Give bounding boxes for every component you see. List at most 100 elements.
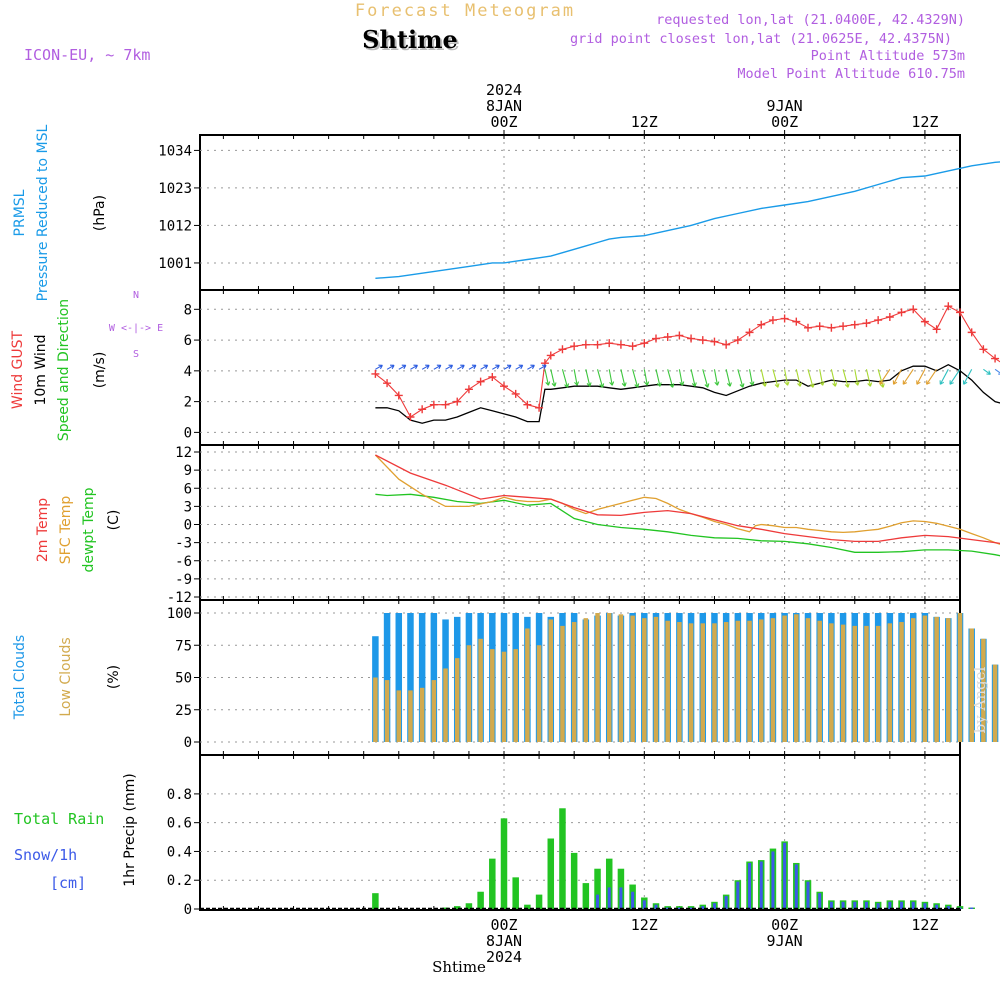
gust-point	[581, 340, 590, 349]
low-cloud-bar	[735, 620, 741, 742]
wind-arrow-head	[621, 382, 627, 387]
wind-arrow	[398, 364, 407, 370]
bottom-time-label: 2024	[486, 948, 522, 966]
snow-bar	[596, 894, 600, 909]
gust-point	[862, 319, 871, 328]
wind-arrow-head	[809, 383, 815, 388]
wind-arrow-head	[762, 382, 767, 387]
wind-arrow-head	[599, 383, 605, 388]
pressure-unit-label: (hPa)	[92, 195, 108, 231]
wind-arrow-head	[436, 364, 442, 370]
gust-point	[546, 351, 555, 360]
low-cloud-bar	[992, 664, 998, 742]
grid-point-coords: grid point closest lon,lat (21.0625E, 42…	[570, 31, 952, 47]
snow-bar	[654, 904, 658, 909]
snow-bar	[946, 906, 950, 909]
low-cloud-bar	[501, 651, 507, 742]
rain-bar	[512, 877, 519, 909]
low-cloud-bar	[642, 618, 647, 742]
total-cloud-bar	[407, 613, 414, 742]
low-cloud-bar	[758, 619, 764, 742]
low-cloud-bar	[922, 615, 928, 742]
low-cloud-bar	[408, 690, 413, 742]
rain-bar	[453, 906, 461, 909]
dewpt-line	[375, 493, 1000, 557]
gust-point	[722, 340, 731, 349]
wind-arrow-head	[413, 364, 418, 370]
total-rain-label: Total Rain	[14, 810, 104, 828]
wind-arrow-head	[460, 364, 465, 370]
gust-point	[418, 405, 427, 414]
wind-arrow-head	[879, 383, 885, 388]
wind-arrow-head	[495, 364, 500, 370]
low-cloud-bar	[875, 625, 881, 742]
gust-point	[523, 400, 532, 409]
rain-bar	[489, 858, 496, 909]
wind-arrow-head	[749, 381, 755, 386]
sfc-temp-line	[374, 454, 1000, 545]
low-cloud-bar	[770, 618, 776, 742]
low-cloud-bar	[396, 690, 402, 742]
wind-arrow	[926, 369, 938, 385]
y-tick-label: 0.4	[167, 844, 192, 860]
gust-point	[850, 320, 859, 329]
snow-bar	[736, 881, 740, 909]
wind-arrow-head	[939, 380, 945, 385]
wind-arrow-head	[844, 383, 850, 388]
y-tick-label: -9	[175, 572, 192, 588]
wind-frame	[199, 289, 961, 446]
gust-point	[464, 385, 473, 394]
wind-arrow-head	[739, 383, 745, 388]
wind-arrow	[963, 369, 973, 385]
temp-unit-label: (C)	[106, 510, 122, 531]
low-cloud-bar	[852, 625, 858, 742]
y-tick-label: 75	[175, 638, 192, 654]
low-cloud-bar	[794, 614, 799, 742]
total-cloud-bar	[418, 613, 426, 742]
wind-arrow	[608, 369, 613, 386]
wind-arrow-head	[545, 381, 551, 386]
rain-bar	[465, 903, 473, 909]
bottom-time-label: 12Z	[631, 916, 658, 934]
gust-point	[570, 342, 579, 351]
wind-arrow	[854, 369, 859, 386]
low-cloud-bar	[723, 622, 729, 742]
low-cloud-bar	[560, 625, 565, 742]
total-clouds-label: Total Clouds	[12, 635, 28, 720]
low-cloud-bar	[443, 668, 448, 742]
bottom-time-label: 00Z	[490, 916, 517, 934]
wind-arrow-head	[425, 364, 430, 370]
gust-point	[909, 305, 918, 314]
rain-bar	[547, 838, 555, 909]
wind-arrow	[877, 369, 884, 388]
rain-bar	[605, 858, 613, 909]
gust-point	[640, 339, 649, 348]
gust-point	[687, 334, 696, 343]
wind-arrow-head	[892, 380, 898, 385]
snow-unit-label: [cm]	[50, 874, 86, 892]
wind-arrow	[760, 369, 766, 387]
gust-point	[535, 403, 544, 412]
compass-north: N	[133, 290, 139, 301]
wind-arrow-head	[564, 383, 570, 388]
wind-arrow-head	[879, 380, 884, 385]
gust-point	[710, 337, 719, 346]
snow-bar	[759, 861, 763, 909]
gust-point	[944, 302, 953, 311]
point-altitude: Point Altitude 573m	[811, 48, 965, 64]
prmsl-line	[375, 161, 1000, 279]
gust-point	[406, 413, 415, 421]
gust-point	[652, 334, 660, 343]
y-tick-label: 1034	[158, 143, 192, 159]
low-cloud-bar	[981, 638, 986, 742]
gust-line	[375, 305, 1000, 418]
wind-arrow	[830, 369, 836, 387]
y-tick-label: 12	[175, 445, 192, 461]
y-tick-label: 8	[184, 302, 192, 318]
wind-arrow-head	[867, 382, 873, 387]
gust-point	[780, 314, 789, 323]
pressure-frame	[199, 134, 961, 291]
wind-arrow-head	[902, 380, 908, 385]
snow-bar	[607, 887, 611, 909]
